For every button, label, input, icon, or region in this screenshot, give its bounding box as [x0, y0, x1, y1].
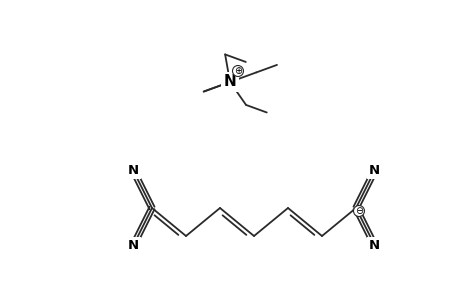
Text: N: N — [128, 239, 139, 252]
Text: N: N — [128, 164, 139, 177]
Text: N: N — [223, 74, 236, 89]
Text: ⊖: ⊖ — [354, 206, 362, 216]
Text: N: N — [369, 164, 380, 177]
Text: ⊕: ⊕ — [234, 66, 241, 76]
Text: N: N — [369, 239, 380, 252]
